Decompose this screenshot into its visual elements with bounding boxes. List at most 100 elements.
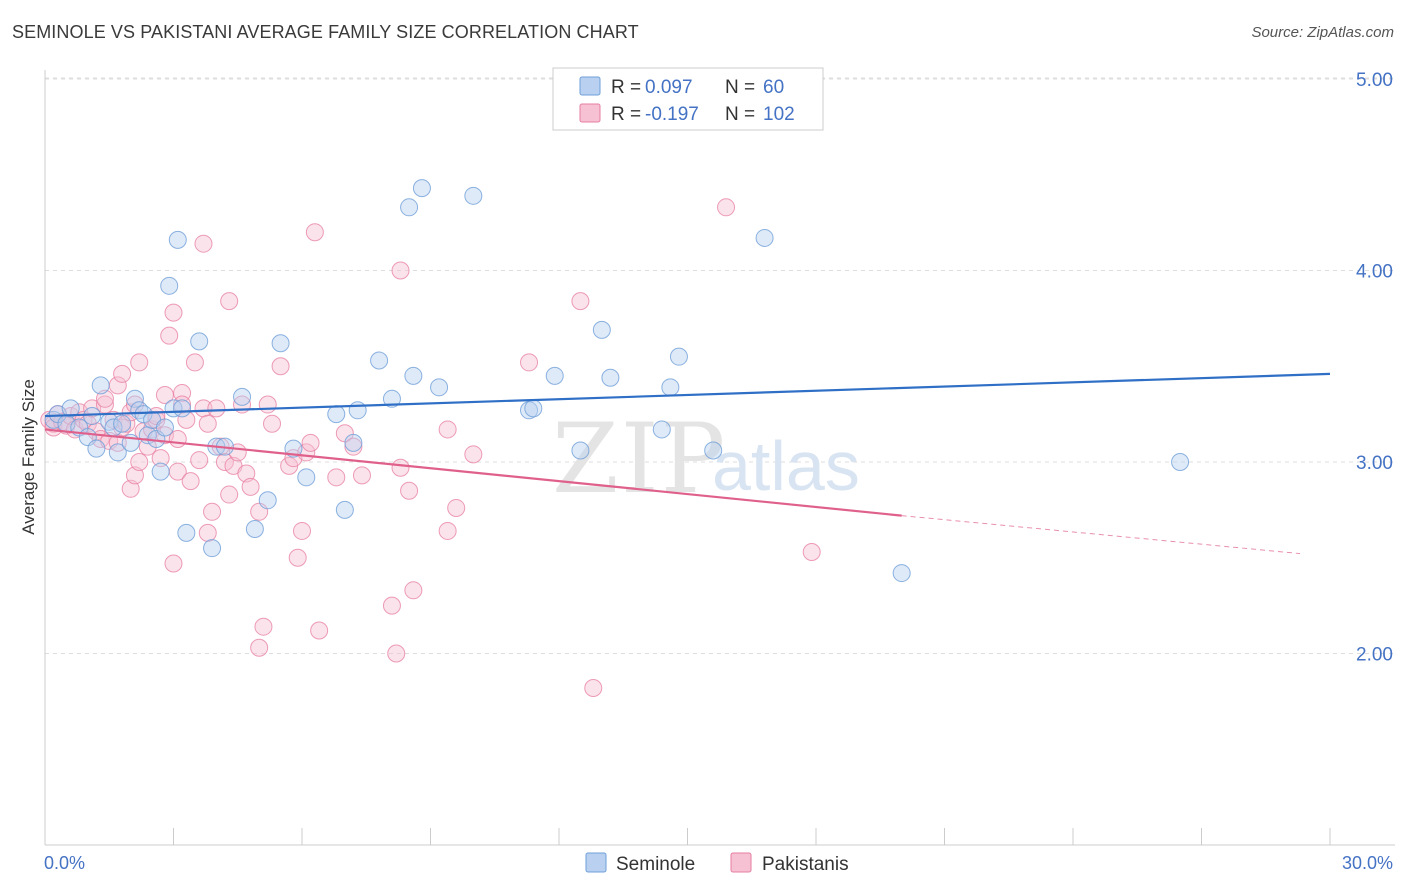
seminole-point — [61, 399, 80, 418]
y-axis-title: Average Family Size — [19, 379, 38, 535]
seminole-point — [669, 347, 688, 366]
x-tick-label-end: 30.0% — [1342, 853, 1393, 873]
seminole-point — [382, 389, 401, 408]
pakistanis-point — [301, 433, 320, 452]
seminole-point — [592, 320, 611, 339]
bottom-legend-seminole: Seminole — [616, 854, 695, 875]
watermark: ZIP atlas — [552, 403, 860, 515]
pakistanis-point — [130, 453, 149, 471]
pakistanis-point — [254, 617, 273, 636]
pakistanis-point — [125, 466, 144, 485]
legend-swatch-pakistanis — [579, 103, 601, 123]
seminole-point — [113, 414, 132, 433]
pakistanis-point — [464, 445, 483, 464]
bottom-legend: Seminole Pakistanis — [585, 852, 849, 875]
grid-lines — [45, 77, 1395, 654]
seminole-point — [284, 439, 303, 458]
seminole-point — [344, 433, 363, 452]
pakistanis-point — [382, 596, 401, 615]
seminole-points — [44, 179, 1190, 583]
pakistanis-point — [584, 678, 603, 697]
seminole-trend-line — [44, 372, 1331, 418]
pakistanis-point — [95, 389, 114, 408]
pakistanis-point — [438, 420, 457, 439]
pakistanis-point — [190, 451, 209, 470]
seminole-point — [160, 276, 179, 295]
seminole-point — [661, 378, 680, 397]
legend-r-value: -0.197 — [645, 104, 699, 125]
seminole-point — [430, 378, 449, 397]
legend-r-label: R = — [611, 77, 641, 98]
legend-box: R = 0.097 N = 60 R = -0.197 N = 102 — [552, 67, 824, 131]
pakistanis-point — [310, 621, 329, 640]
legend-n-label: N = — [725, 77, 755, 98]
seminole-point — [404, 366, 423, 385]
watermark-atlas: atlas — [712, 427, 860, 505]
pakistanis-point — [164, 303, 183, 322]
pakistanis-point — [181, 472, 200, 491]
seminole-point — [83, 407, 102, 426]
pakistanis-point — [241, 477, 260, 496]
seminole-point — [155, 418, 174, 437]
legend-n-label: N = — [725, 104, 755, 125]
seminole-point — [704, 441, 723, 460]
pakistanis-point — [198, 414, 217, 433]
seminole-point — [370, 351, 389, 370]
pakistanis-point — [802, 543, 821, 562]
pakistanis-point — [391, 458, 410, 477]
seminole-point — [524, 399, 543, 418]
seminole-point — [545, 366, 564, 385]
pakistanis-point — [185, 353, 204, 372]
pakistanis-point — [571, 292, 590, 311]
y-tick-labels: 2.00 3.00 4.00 5.00 — [1356, 70, 1393, 666]
seminole-point — [245, 520, 264, 539]
y-tick-label: 2.00 — [1356, 645, 1393, 666]
chart-title: SEMINOLE VS PAKISTANI AVERAGE FAMILY SIZ… — [12, 22, 639, 42]
pakistanis-point — [717, 198, 736, 217]
seminole-point — [125, 389, 144, 408]
seminole-point — [233, 387, 252, 406]
pakistanis-point — [151, 449, 170, 468]
source-label: Source: ZipAtlas.com — [1251, 24, 1394, 41]
seminole-point — [348, 401, 367, 420]
seminole-point — [400, 198, 419, 217]
seminole-point — [601, 368, 620, 387]
pakistanis-point — [194, 234, 213, 253]
x-tick-labels: 0.0% 30.0% — [44, 853, 1393, 873]
legend-n-value: 60 — [763, 77, 784, 98]
seminole-point — [168, 230, 187, 249]
bottom-legend-pakistanis: Pakistanis — [762, 854, 849, 875]
pakistanis-point — [220, 485, 239, 504]
pakistanis-point — [263, 414, 282, 433]
seminole-point — [892, 564, 911, 583]
trend-lines — [44, 372, 1331, 555]
seminole-point — [755, 228, 774, 247]
axes — [44, 70, 1395, 846]
pakistanis-point — [447, 498, 466, 517]
seminole-point — [177, 523, 196, 542]
pakistanis-point — [130, 353, 149, 372]
seminole-point — [271, 334, 290, 353]
pakistanis-point — [207, 399, 226, 418]
seminole-point — [652, 420, 671, 439]
pakistanis-point — [327, 468, 346, 487]
seminole-point — [335, 500, 354, 519]
seminole-point — [258, 491, 277, 510]
pakistanis-point — [293, 521, 311, 540]
seminole-point — [327, 405, 346, 424]
seminole-point — [412, 179, 431, 198]
legend-r-value: 0.097 — [645, 77, 693, 98]
y-tick-label: 4.00 — [1356, 262, 1393, 283]
legend-swatch-seminole — [579, 76, 601, 96]
seminole-point — [91, 376, 110, 395]
pakistanis-point — [288, 548, 307, 567]
pakistanis-trend-extension — [901, 515, 1301, 555]
pakistanis-point — [387, 644, 406, 663]
pakistanis-point — [160, 326, 179, 345]
x-tick-label-start: 0.0% — [44, 853, 85, 873]
bottom-legend-swatch-seminole — [585, 852, 607, 873]
pakistanis-point — [203, 502, 222, 521]
pakistanis-point — [520, 353, 539, 372]
pakistanis-point — [215, 453, 234, 471]
